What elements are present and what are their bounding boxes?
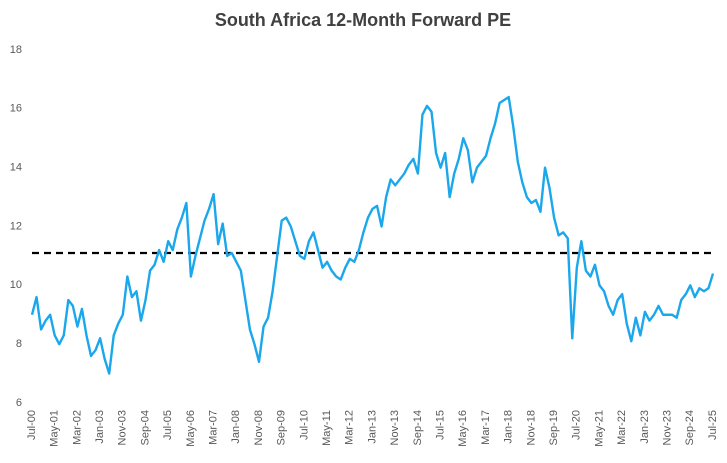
x-tick-label: Jul-00 xyxy=(26,410,38,440)
x-tick-label: Jul-10 xyxy=(298,410,310,440)
x-tick-label: Sep-04 xyxy=(139,410,151,445)
x-tick-label: Sep-19 xyxy=(548,410,560,445)
x-tick-label: Nov-08 xyxy=(253,410,265,445)
x-tick-label: May-01 xyxy=(49,410,61,447)
x-tick-label: Jan-08 xyxy=(230,410,242,444)
y-tick-label: 10 xyxy=(10,279,22,291)
y-tick-label: 18 xyxy=(10,44,22,56)
x-tick-label: Jul-05 xyxy=(162,410,174,440)
x-tick-label: Jan-13 xyxy=(366,410,378,444)
x-tick-label: Jan-03 xyxy=(94,410,106,444)
x-tick-label: Sep-24 xyxy=(684,410,696,445)
y-tick-label: 16 xyxy=(10,103,22,115)
chart-title: South Africa 12-Month Forward PE xyxy=(215,10,511,30)
x-tick-label: Mar-02 xyxy=(71,410,83,445)
data-line xyxy=(30,95,715,375)
y-tick-label: 8 xyxy=(16,338,22,350)
x-tick-label: Mar-17 xyxy=(480,410,492,445)
y-tick-label: 6 xyxy=(16,397,22,409)
x-tick-label: Nov-03 xyxy=(117,410,129,445)
x-tick-label: Nov-23 xyxy=(662,410,674,445)
x-tick-label: Mar-07 xyxy=(208,410,220,445)
x-tick-label: Jul-15 xyxy=(435,410,447,440)
x-tick-label: Sep-09 xyxy=(276,410,288,445)
x-tick-label: May-11 xyxy=(321,410,333,446)
x-tick-label: Jan-18 xyxy=(503,410,515,444)
x-tick-label: May-16 xyxy=(457,410,469,447)
x-tick-label: Nov-18 xyxy=(525,410,537,445)
x-tick-label: Jan-23 xyxy=(639,410,651,444)
x-tick-label: Mar-12 xyxy=(344,410,356,445)
x-tick-label: Mar-22 xyxy=(616,410,628,445)
y-tick-label: 14 xyxy=(10,162,22,174)
x-tick-label: May-21 xyxy=(593,410,605,447)
y-tick-label: 12 xyxy=(10,220,22,232)
x-tick-label: Nov-13 xyxy=(389,410,401,445)
x-tick-label: Jul-25 xyxy=(707,410,719,440)
x-tick-label: Sep-14 xyxy=(412,410,424,445)
x-tick-label: Jul-20 xyxy=(571,410,583,440)
x-tick-label: May-06 xyxy=(185,410,197,447)
